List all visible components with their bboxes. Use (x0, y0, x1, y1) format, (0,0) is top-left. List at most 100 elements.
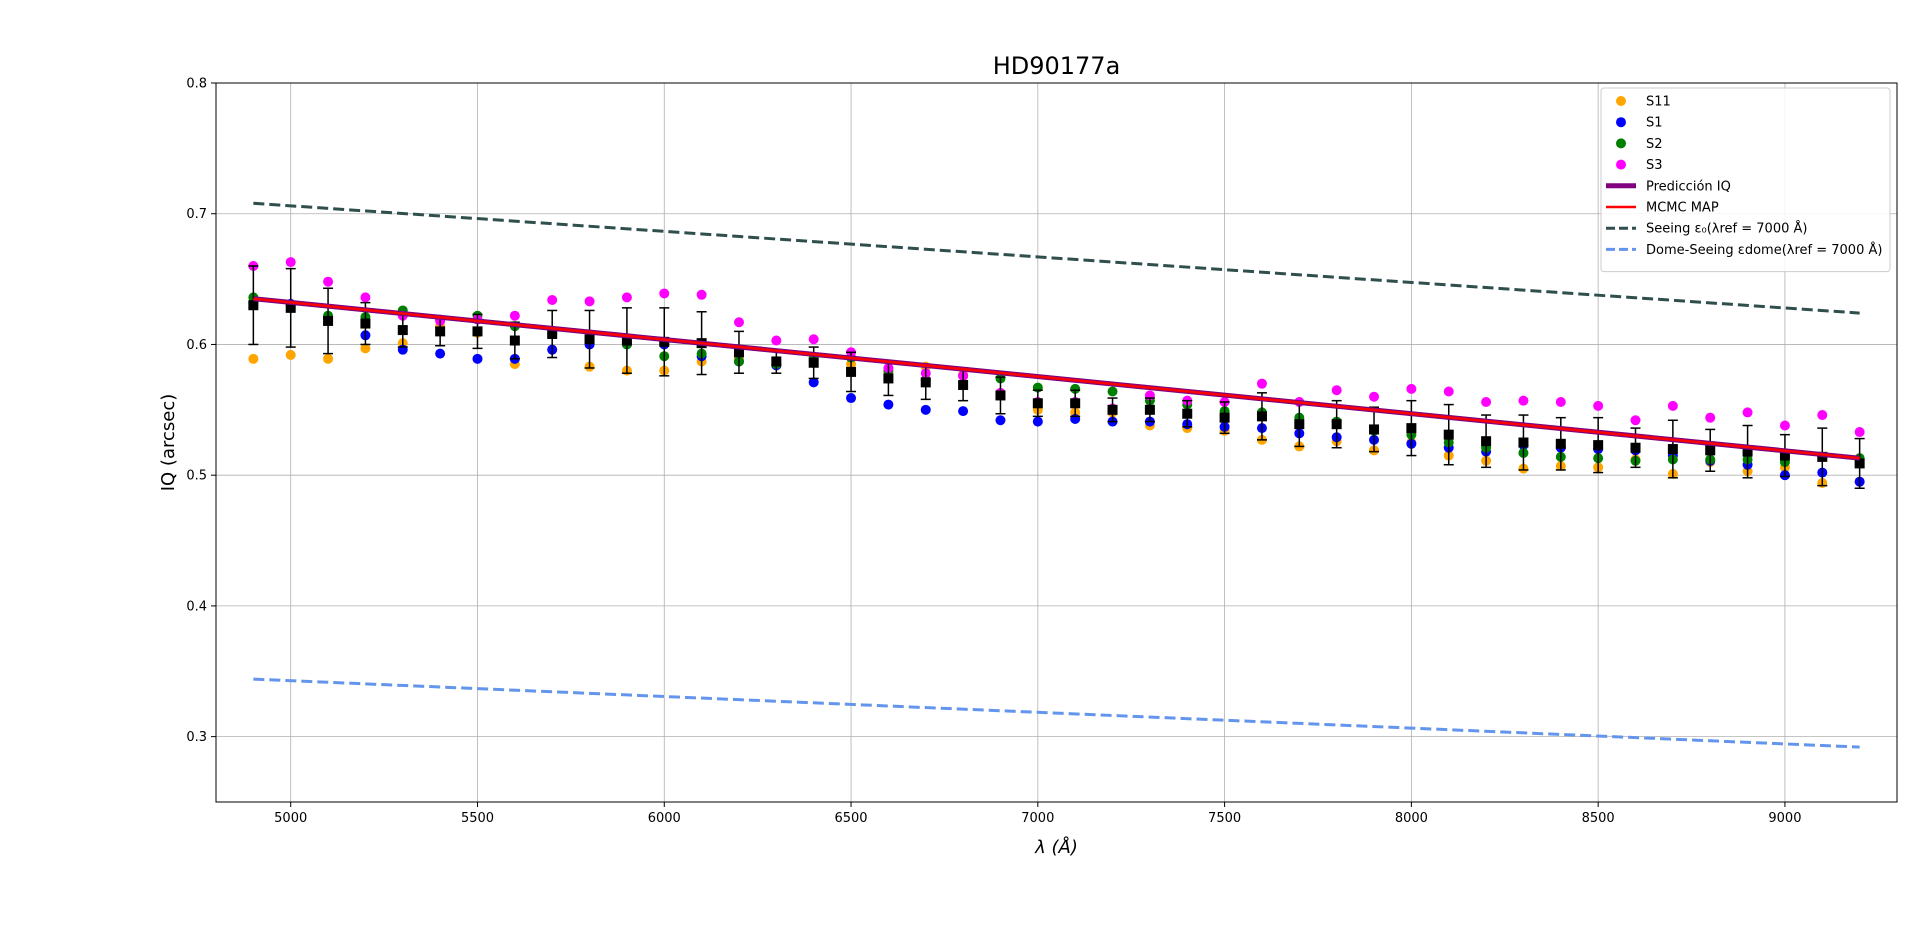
data-point-s3 (509, 310, 520, 321)
data-point-s3 (1406, 383, 1417, 394)
data-point-s3 (285, 257, 296, 268)
data-point-s3 (323, 276, 334, 287)
seeing-ref-7000-line (253, 201, 1860, 315)
mean-marker (1070, 398, 1081, 409)
mean-marker (621, 335, 632, 346)
legend-label-mcmc-map: MCMC MAP (1646, 201, 1719, 216)
data-point-s1 (920, 404, 931, 415)
mean-marker (1406, 423, 1417, 434)
data-point-s3 (771, 335, 782, 346)
legend-marker-s3 (1616, 159, 1626, 170)
dome-seeing-dome-ref-7000-line (253, 677, 1860, 749)
y-axis-label: IQ (arcsec) (158, 394, 179, 492)
mean-marker (509, 335, 520, 346)
data-point-s11 (360, 343, 371, 354)
mean-marker (1443, 429, 1454, 440)
data-point-s11 (285, 349, 296, 360)
legend-label-seeing-ref-7000: Seeing ε₀(λref = 7000 Å) (1646, 221, 1807, 237)
data-point-s3 (360, 292, 371, 303)
legend-marker-s1 (1616, 117, 1626, 128)
legend-marker-s2 (1616, 138, 1626, 149)
data-point-s3 (584, 296, 595, 307)
mean-marker (883, 373, 894, 384)
legend-label-s3: S3 (1646, 158, 1663, 173)
mean-marker (360, 318, 371, 329)
x-tick-label: 8500 (1582, 811, 1615, 826)
mean-marker (733, 347, 744, 358)
x-tick-label: 5500 (461, 811, 494, 826)
mean-marker (435, 326, 446, 337)
data-point-s11 (248, 353, 259, 364)
chart-title: HD90177a (993, 52, 1121, 80)
mean-marker (1481, 436, 1492, 447)
ticks: 5000 5500 6000 6500 7000 7500 8000 8500 9000 0.3 0… (186, 77, 1801, 827)
mean-marker (995, 390, 1006, 401)
legend-label-predicci-n-iq: Predicción IQ (1646, 179, 1731, 194)
mean-marker (846, 366, 857, 377)
y-tick-label: 0.8 (186, 77, 207, 92)
data-point-s3 (1518, 395, 1529, 406)
data-point-s3 (1779, 420, 1790, 431)
data-point-s1 (846, 393, 857, 404)
y-tick-label: 0.4 (186, 599, 207, 614)
mean-marker (1742, 446, 1753, 457)
x-tick-label: 7500 (1208, 811, 1241, 826)
legend: S11 S1 S2 S3 Predicción IQ MCMC MAP Seeing ε₀(… (1600, 87, 1891, 273)
mean-marker (1630, 442, 1641, 453)
mean-marker (248, 300, 259, 311)
mean-marker (1779, 450, 1790, 461)
data-point-s3 (1817, 410, 1828, 421)
data-point-s11 (323, 353, 334, 364)
x-tick-label: 7000 (1021, 811, 1054, 826)
data-point-s3 (696, 289, 707, 300)
data-point-s3 (659, 288, 670, 299)
x-tick-label: 5000 (274, 811, 307, 826)
mean-marker (1107, 404, 1118, 415)
data-point-s1 (958, 406, 969, 417)
data-point-s1 (435, 348, 446, 359)
mean-marker (285, 302, 296, 313)
mean-marker (1854, 458, 1865, 469)
legend-label-s1: S1 (1646, 116, 1663, 131)
data-point-s3 (1705, 412, 1716, 423)
mean-marker (547, 328, 558, 339)
mean-marker (1294, 419, 1305, 430)
mean-marker (771, 356, 782, 367)
mean-marker (958, 379, 969, 390)
legend-label-dome-seeing-dome-ref-7000: Dome-Seeing εdome(λref = 7000 Å) (1646, 242, 1882, 258)
x-tick-label: 6500 (834, 811, 867, 826)
data-point-s2 (1107, 386, 1118, 397)
y-tick-label: 0.3 (186, 730, 207, 745)
series-layer (248, 201, 1865, 749)
data-point-s3 (733, 317, 744, 328)
mean-marker (584, 334, 595, 345)
x-tick-label: 8000 (1395, 811, 1428, 826)
mean-marker (1331, 419, 1342, 430)
data-point-s1 (1032, 416, 1043, 427)
y-tick-label: 0.6 (186, 338, 207, 353)
x-tick-label: 9000 (1768, 811, 1801, 826)
mean-marker (1219, 412, 1230, 423)
data-point-s3 (1593, 400, 1604, 411)
data-point-s3 (1443, 386, 1454, 397)
legend-label-s2: S2 (1646, 137, 1663, 152)
data-point-s2 (1070, 383, 1081, 394)
data-point-s3 (1481, 396, 1492, 407)
y-tick-label: 0.7 (186, 207, 207, 222)
data-point-s3 (1369, 391, 1380, 402)
legend-frame (1600, 87, 1891, 273)
data-point-s3 (1854, 427, 1865, 438)
legend-label-s11: S11 (1646, 95, 1671, 110)
legend-marker-s11 (1616, 96, 1626, 106)
mean-marker (920, 377, 931, 388)
data-point-s3 (1742, 407, 1753, 418)
y-tick-label: 0.5 (186, 469, 207, 484)
data-point-s3 (1667, 400, 1678, 411)
mean-marker (1144, 404, 1155, 415)
mean-marker (1182, 408, 1193, 419)
data-point-s1 (472, 353, 483, 364)
data-point-s3 (621, 292, 632, 303)
data-point-s3 (1331, 385, 1342, 396)
mean-marker (808, 357, 819, 368)
